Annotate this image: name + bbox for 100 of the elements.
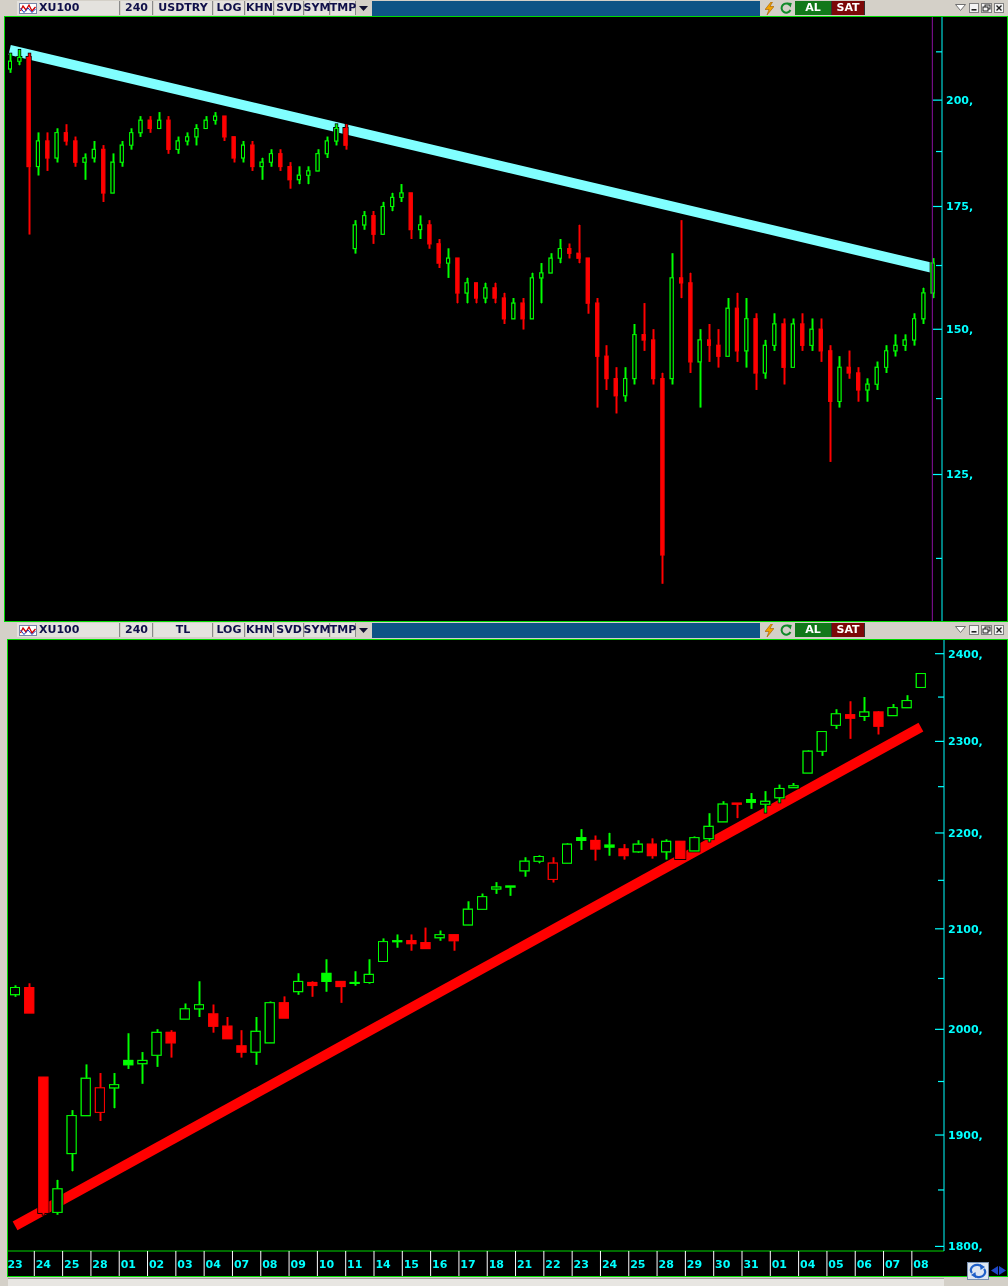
y-tick-label: 2000, xyxy=(948,1023,983,1037)
y-tick-label: 150, xyxy=(946,323,974,337)
chart-title: XU100 xyxy=(39,623,80,637)
candlestick xyxy=(321,958,332,993)
x-tick-label: 01 xyxy=(771,1258,788,1271)
candlestick xyxy=(846,350,851,380)
candlestick xyxy=(802,749,813,774)
x-tick-label: 25 xyxy=(630,1258,646,1271)
text: LOG xyxy=(216,1,242,15)
chart-title: XU100 xyxy=(39,1,80,15)
candlestick xyxy=(845,700,856,740)
text: 240 xyxy=(125,1,148,15)
x-tick-label: 14 xyxy=(375,1258,392,1271)
x-tick-label: 07 xyxy=(884,1258,901,1271)
y-tick-label: 200, xyxy=(946,94,974,108)
candlestick xyxy=(123,1032,134,1070)
candlestick xyxy=(613,366,618,414)
x-tick-label: 21 xyxy=(516,1258,533,1271)
x-tick-label: 25 xyxy=(64,1258,80,1271)
candlestick xyxy=(278,148,283,172)
x-tick-label: 02 xyxy=(148,1258,165,1271)
candlestick xyxy=(818,318,823,363)
y-tick-label: 2300, xyxy=(948,735,983,749)
candlestick xyxy=(194,980,204,1018)
x-tick-label: 23 xyxy=(573,1258,589,1271)
text: KHN xyxy=(246,1,273,15)
text: AL xyxy=(805,1,821,15)
candlestick xyxy=(250,1016,261,1066)
candlestick xyxy=(287,161,292,190)
x-tick-label: 31 xyxy=(743,1258,759,1271)
text: TMP xyxy=(329,623,357,637)
x-tick-label: 04 xyxy=(205,1258,222,1271)
candlestick xyxy=(557,238,562,264)
text: USDTRY xyxy=(158,1,208,15)
candlestick xyxy=(208,1004,219,1034)
x-tick-label: 07 xyxy=(233,1258,250,1271)
text: SAT xyxy=(836,1,860,15)
candlestick xyxy=(363,958,374,985)
x-tick-label: 24 xyxy=(35,1258,52,1271)
candlestick xyxy=(717,800,728,823)
candlestick xyxy=(576,224,581,264)
candlestick xyxy=(462,900,473,926)
candlestick xyxy=(222,115,227,142)
candlestick xyxy=(830,708,841,730)
text: TL xyxy=(175,623,191,637)
candlestick xyxy=(707,323,711,363)
x-tick-label: 04 xyxy=(800,1258,816,1271)
candlestick xyxy=(82,152,87,181)
candlestick xyxy=(241,140,245,163)
candlestick xyxy=(259,157,264,181)
candlestick xyxy=(436,238,441,269)
candlestick xyxy=(912,312,917,347)
x-tick-label: 09 xyxy=(290,1258,306,1271)
candlestick xyxy=(109,1072,120,1109)
y-tick-label: 175, xyxy=(946,200,974,214)
candlestick xyxy=(324,136,329,159)
candlestick xyxy=(165,1029,176,1059)
candlestick xyxy=(231,136,236,163)
candlestick xyxy=(335,980,346,1004)
candlestick xyxy=(446,247,451,279)
candlestick xyxy=(856,366,861,403)
candlestick xyxy=(604,832,615,857)
candlestick xyxy=(371,210,376,245)
x-tick-label: 15 xyxy=(403,1258,420,1271)
candlestick xyxy=(511,297,516,320)
candlestick xyxy=(420,927,431,950)
candlestick xyxy=(661,838,672,861)
candlestick xyxy=(250,140,255,172)
candlestick xyxy=(427,219,432,250)
candlestick xyxy=(352,219,357,255)
text: SAT xyxy=(836,623,860,637)
candlestick xyxy=(63,123,68,146)
candlestick xyxy=(474,282,478,304)
candlestick xyxy=(278,995,289,1019)
y-tick-label: 1900, xyxy=(948,1128,983,1142)
x-tick-label: 08 xyxy=(262,1258,278,1271)
candlestick xyxy=(865,377,870,403)
candlestick xyxy=(334,123,339,146)
candlestick xyxy=(760,790,771,814)
candlestick xyxy=(703,812,714,843)
text: SVD xyxy=(276,1,302,15)
candlestick xyxy=(236,1029,247,1059)
candlestick xyxy=(816,730,827,757)
x-tick-label: 05 xyxy=(828,1258,844,1271)
text: SYM xyxy=(303,623,331,637)
x-tick-label: 24 xyxy=(601,1258,618,1271)
candlestick xyxy=(548,252,553,274)
x-tick-label: 23 xyxy=(7,1258,23,1271)
candlestick xyxy=(884,344,889,374)
y-tick-label: 2400, xyxy=(948,647,983,661)
candlestick xyxy=(809,318,814,352)
candlestick xyxy=(547,856,558,883)
candlestick xyxy=(8,53,12,74)
candlestick xyxy=(315,148,320,172)
candlestick xyxy=(716,328,721,369)
text: KHN xyxy=(246,623,273,637)
candlestick xyxy=(194,123,199,146)
candlestick xyxy=(679,219,684,299)
y-tick-label: 1800, xyxy=(948,1240,983,1254)
candlestick xyxy=(91,140,96,163)
